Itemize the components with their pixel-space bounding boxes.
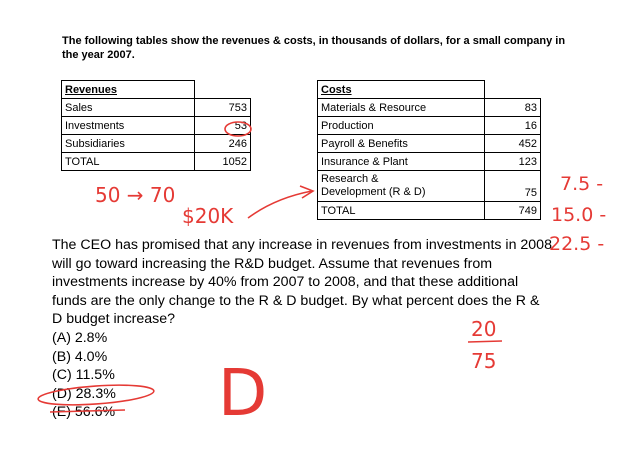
choice-b[interactable]: (B) 4.0% — [52, 348, 108, 365]
circle-investments-mark — [224, 121, 252, 137]
question-text: The CEO has promised that any increase i… — [52, 237, 552, 328]
cost-label: Research & Development (R & D) — [317, 170, 485, 202]
table-row: Subsidiaries 246 — [61, 134, 251, 153]
costs-table: Costs Materials & Resource 83 Production… — [317, 80, 541, 220]
cost-total-value: 749 — [484, 201, 541, 220]
fraction-numerator: 20 — [471, 317, 496, 341]
revenue-value: 246 — [194, 134, 251, 153]
revenues-table: Revenues Sales 753 Investments 53 Subsid… — [61, 80, 251, 171]
choice-d-circle-mark — [37, 384, 155, 406]
table-row: Research & Development (R & D) 75 — [317, 170, 541, 202]
table-row: Investments 53 — [61, 116, 251, 135]
arrow-head-mark — [299, 185, 315, 199]
arrow-to-rd-mark — [247, 190, 313, 219]
answer-choices: (A) 2.8% (B) 4.0% (C) 11.5% (D) 28.3% (E… — [52, 329, 116, 422]
choice-e-strike-mark — [49, 409, 126, 413]
table-row: TOTAL 1052 — [61, 152, 251, 171]
choice-c[interactable]: (C) 11.5% — [52, 367, 115, 383]
choice-a[interactable]: (A) 2.8% — [52, 330, 108, 346]
step-note: 22.5 - — [549, 233, 604, 255]
step-note: 7.5 - — [560, 173, 603, 195]
cost-value: 16 — [484, 116, 541, 135]
intro-text: The following tables show the revenues &… — [62, 35, 566, 61]
table-row: TOTAL 749 — [317, 201, 541, 220]
money-note: $20K — [182, 204, 234, 228]
revenue-label: Subsidiaries — [61, 134, 195, 153]
revenue-total-value: 1052 — [194, 152, 251, 171]
cost-label: Payroll & Benefits — [317, 134, 485, 153]
table-row: Payroll & Benefits 452 — [317, 134, 541, 153]
cost-value: 452 — [484, 134, 541, 153]
answer-note: D — [218, 357, 267, 431]
cost-total-label: TOTAL — [317, 201, 485, 220]
revenue-value: 753 — [194, 98, 251, 117]
choice-e[interactable]: (E) 56.6% — [52, 404, 116, 420]
fraction-denominator: 75 — [471, 349, 496, 373]
step-note: 15.0 - — [551, 204, 606, 226]
arrow-note: 50 → 70 — [95, 183, 175, 207]
fraction-bar-mark — [467, 340, 503, 343]
